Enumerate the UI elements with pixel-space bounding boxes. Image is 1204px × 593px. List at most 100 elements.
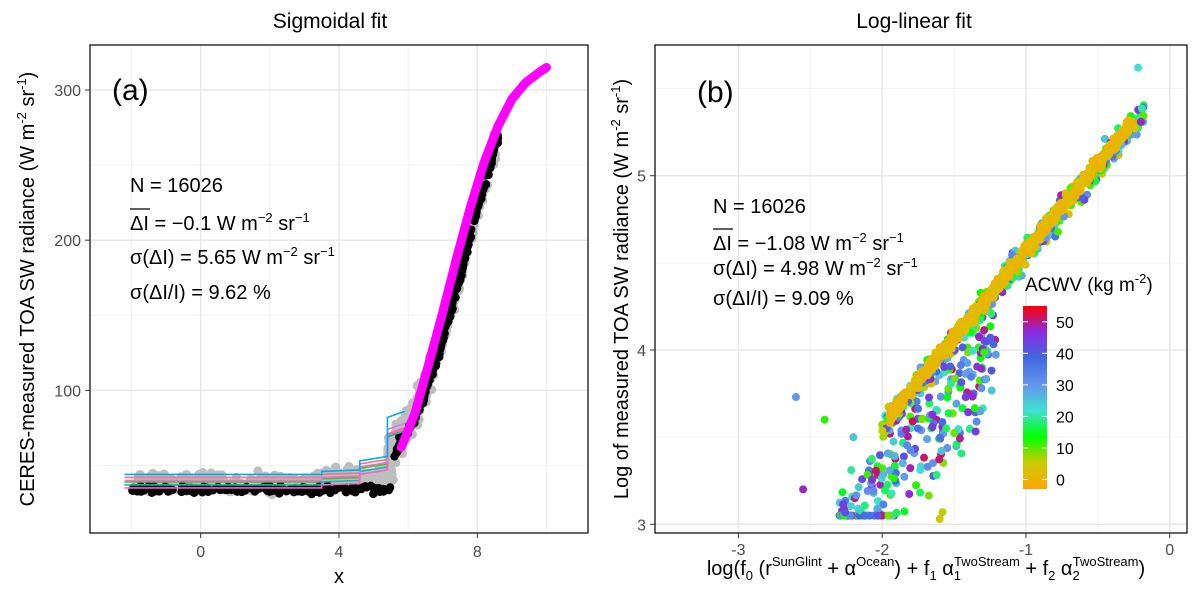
data-point <box>885 466 894 475</box>
data-point <box>1106 142 1115 151</box>
data-point <box>963 358 972 367</box>
data-point <box>1011 263 1020 272</box>
panel-b-points <box>791 63 1148 524</box>
data-point <box>854 483 863 492</box>
black-point <box>384 485 393 495</box>
data-point <box>889 474 898 483</box>
panel-a-label: (a) <box>112 74 149 107</box>
colorbar-tick-label: 30 <box>1056 378 1074 395</box>
data-point <box>875 451 884 460</box>
panel-a-x-label: x <box>334 566 344 588</box>
data-point <box>892 508 901 517</box>
data-point <box>920 369 929 378</box>
data-point <box>890 452 899 461</box>
panel-b-label: (b) <box>697 76 734 109</box>
data-point <box>1098 151 1107 160</box>
data-point <box>952 331 961 340</box>
y-tick-label: 5 <box>637 169 646 186</box>
data-point <box>863 486 872 495</box>
panel-b-y-ticks: 3 4 5 <box>637 169 655 534</box>
data-point <box>968 346 977 355</box>
data-point <box>1013 255 1022 264</box>
data-point <box>873 511 882 520</box>
panel-a-x-ticks: 0 4 8 <box>196 533 482 561</box>
data-point <box>889 437 898 446</box>
data-point <box>876 480 885 489</box>
data-point <box>852 491 861 500</box>
data-point <box>905 489 914 498</box>
data-point <box>977 364 986 373</box>
data-point <box>841 508 850 517</box>
data-point <box>854 504 863 513</box>
black-point <box>237 487 246 497</box>
data-point <box>923 462 932 471</box>
panel-a-y-label: CERES-measured TOA SW radiance (W m-2 sr… <box>14 72 39 507</box>
data-point <box>980 348 989 357</box>
data-point <box>940 363 949 372</box>
black-point <box>440 329 449 338</box>
data-point <box>940 346 949 355</box>
data-point <box>968 392 977 401</box>
data-point <box>1136 117 1145 126</box>
data-point <box>878 426 887 435</box>
black-point <box>435 352 444 362</box>
data-point <box>867 454 876 463</box>
black-point <box>144 481 154 491</box>
data-point <box>964 408 973 417</box>
data-point <box>928 364 937 373</box>
step-fit-line <box>124 410 405 476</box>
data-point <box>883 449 892 458</box>
data-point <box>989 340 998 349</box>
data-point <box>958 404 967 413</box>
data-point <box>1058 204 1067 213</box>
data-point <box>958 343 967 352</box>
data-point <box>885 418 894 427</box>
data-point <box>980 337 989 346</box>
data-point <box>918 414 927 423</box>
data-point <box>1029 241 1038 250</box>
data-point <box>879 470 888 479</box>
data-point <box>961 393 970 402</box>
data-point <box>1093 161 1102 170</box>
data-point <box>916 488 925 497</box>
data-point <box>942 424 951 433</box>
black-point <box>163 484 173 494</box>
data-point <box>993 274 1002 283</box>
panel-b-frame <box>654 44 1188 534</box>
data-point <box>947 379 956 388</box>
panel-a-mean: ΔI = −0.1 W m−2 sr−1 <box>130 210 310 235</box>
data-point <box>913 424 922 433</box>
data-point <box>839 500 848 509</box>
black-point <box>362 483 371 492</box>
data-point <box>1043 225 1052 234</box>
data-point <box>891 409 900 418</box>
black-point <box>128 486 138 496</box>
data-point <box>860 511 869 520</box>
data-point <box>903 432 912 441</box>
data-point <box>916 465 925 474</box>
data-point <box>971 427 980 436</box>
data-point <box>937 447 946 456</box>
data-point <box>906 464 915 473</box>
data-point <box>891 399 900 408</box>
data-point <box>899 452 908 461</box>
data-point <box>1021 247 1030 256</box>
panel-a-rel: σ(ΔI/I) = 9.62 % <box>130 282 271 304</box>
data-point <box>928 423 937 432</box>
black-point <box>288 485 298 495</box>
panel-b-title: Log-linear fit <box>856 10 972 33</box>
black-point <box>221 485 230 495</box>
data-point <box>887 489 896 498</box>
data-point <box>1100 134 1109 143</box>
black-point <box>444 317 453 326</box>
panel-b-stats: N = 16026 ΔI = −1.08 W m−2 sr−1 σ(ΔI) = … <box>713 196 918 310</box>
data-point <box>1053 227 1062 236</box>
data-point <box>1078 175 1087 184</box>
colorbar-tick-label: 40 <box>1056 346 1074 363</box>
data-point <box>906 383 915 392</box>
x-tick-label: -3 <box>731 542 745 559</box>
x-tick-label: 8 <box>473 544 482 561</box>
data-point <box>869 486 878 495</box>
panel-a-n: N = 16026 <box>130 175 223 197</box>
data-point <box>912 481 921 490</box>
